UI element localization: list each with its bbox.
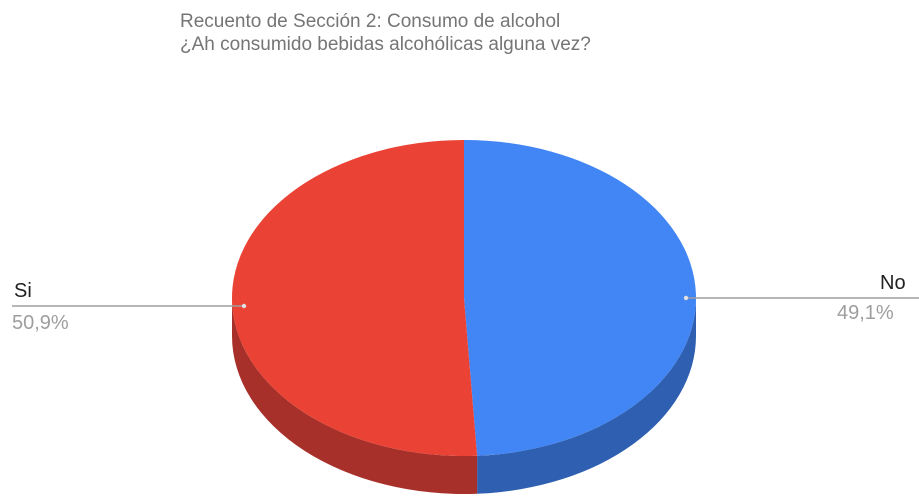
pie-side-si xyxy=(232,298,478,494)
chart-title-block: Recuento de Sección 2: Consumo de alcoho… xyxy=(180,10,591,56)
pie-slice-no xyxy=(464,139,697,456)
chart-title: Recuento de Sección 2: Consumo de alcoho… xyxy=(180,11,561,32)
slice-percent-no: 49,1% xyxy=(837,302,894,324)
slice-percent-si: 50,9% xyxy=(12,312,69,334)
pie-slice-si xyxy=(232,140,478,456)
leader-dot-si xyxy=(241,303,247,309)
leader-dot-no xyxy=(683,295,689,301)
slice-label-si: Si xyxy=(14,280,32,302)
pie-side-no xyxy=(477,298,696,494)
chart-subtitle: ¿Ah consumido bebidas alcohólicas alguna… xyxy=(180,34,591,55)
slice-label-no: No xyxy=(880,272,906,294)
